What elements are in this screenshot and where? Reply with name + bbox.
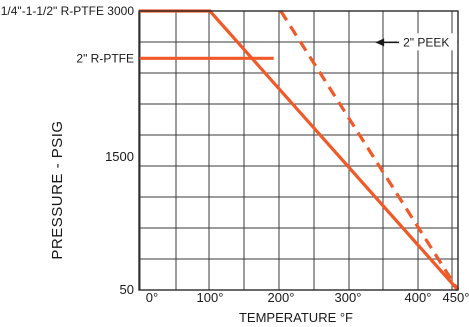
x-axis-title: TEMPERATURE °F [239,310,353,325]
series-line-3 [279,10,460,291]
series-lines [139,9,460,292]
x-tick-label: 0° [146,290,158,305]
grid [139,11,458,290]
x-tick-label: 200° [268,290,295,305]
annotation-arrowhead [375,38,385,47]
y-axis-title: PRESSURE - PSIG [49,120,66,259]
annotations: 2" PEEK [375,33,458,51]
tick-labels: 0° 100° 200° 300° 400° 450° 1/4"-1-1/2" R-PTFE… [1,4,469,305]
x-tick-label: 100° [197,290,224,305]
x-tick-label: 400° [405,290,432,305]
plot-border [138,10,459,291]
plot-frame [138,10,459,291]
annotation-bg [397,33,458,51]
y-tick-label: 1500 [105,149,134,164]
x-tick-label: 300° [335,290,362,305]
y-tick-label: 50 [120,282,134,297]
series-line-1 [139,9,460,292]
x-tick-label: 450° [443,290,469,305]
annotation-label: 2" PEEK [403,35,449,49]
y-tick-label: 1/4"-1-1/2" R-PTFE 3000 [1,4,135,18]
y-tick-label: 2" R-PTFE [76,51,134,65]
